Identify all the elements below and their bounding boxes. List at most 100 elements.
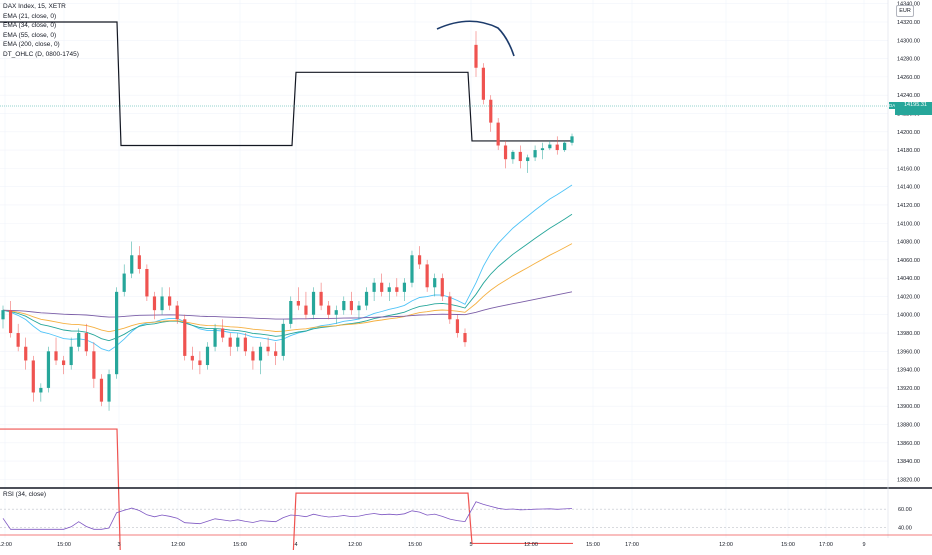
- rsi-line: [2, 501, 573, 530]
- candle: [24, 337, 28, 370]
- candle: [296, 287, 300, 311]
- rsi-tick-label: 60.00: [898, 507, 912, 513]
- candle: [168, 287, 172, 311]
- candle: [533, 145, 537, 162]
- candle: [221, 319, 225, 343]
- candle: [31, 355, 35, 402]
- candle: [152, 291, 157, 320]
- legend-symbol[interactable]: DAX Index, 15, XETR: [3, 3, 66, 10]
- candle: [274, 342, 278, 366]
- candle: [46, 346, 51, 393]
- price-tick-label: 14320.00: [897, 20, 920, 26]
- ema200-line: [2, 291, 573, 320]
- candle: [115, 287, 119, 379]
- price-tick-label: 13900.00: [897, 404, 920, 410]
- candle: [92, 342, 96, 388]
- price-tick-label: 14000.00: [897, 313, 920, 319]
- last-price-value: 14195.31: [904, 102, 927, 108]
- legend-ema34[interactable]: EMA (34, close, 0): [3, 22, 57, 30]
- time-tick-label: 15:00: [233, 542, 247, 548]
- price-tick-label: 14120.00: [897, 203, 920, 209]
- gridlines: [0, 0, 888, 538]
- time-tick-label: 12:00: [0, 542, 12, 548]
- daily-high-line: [0, 21, 573, 147]
- candle: [69, 337, 73, 370]
- legend-ema55[interactable]: EMA (55, close, 0): [3, 31, 57, 39]
- candle: [342, 296, 346, 315]
- rsi-legend[interactable]: RSI (34, close): [3, 491, 46, 498]
- time-tick-label: 15:00: [586, 542, 600, 548]
- legend-ema200[interactable]: EMA (200, close, 0): [3, 41, 60, 49]
- price-tick-label: 14280.00: [897, 57, 920, 63]
- candle: [183, 314, 187, 361]
- candle: [372, 278, 376, 302]
- candle: [198, 351, 202, 375]
- candle: [311, 287, 316, 320]
- price-tick-label: 14340.00: [897, 2, 920, 8]
- candle: [205, 342, 210, 370]
- ema34-line: [2, 213, 573, 342]
- ema21-line: [2, 184, 573, 352]
- time-tick-label: 15:00: [408, 542, 422, 548]
- candle: [518, 145, 522, 169]
- candle: [334, 305, 338, 324]
- price-tick-label: 14020.00: [897, 294, 920, 300]
- price-tick-label: 14100.00: [897, 221, 920, 227]
- candle: [289, 296, 293, 329]
- candle: [455, 314, 460, 338]
- legend-ema21[interactable]: EMA (21, close, 0): [3, 12, 57, 20]
- candle: [327, 301, 331, 320]
- candle: [122, 264, 126, 297]
- price-tick-label: 13920.00: [897, 386, 920, 392]
- candle: [77, 328, 81, 352]
- price-tick-label: 14240.00: [897, 93, 920, 99]
- candle: [228, 333, 232, 356]
- legend-dt-ohlc[interactable]: DT_OHLC (D, 0800-1745): [3, 50, 79, 58]
- candle: [395, 278, 399, 297]
- candle: [8, 301, 13, 338]
- candle: [496, 118, 500, 151]
- drawn-arc-annotation[interactable]: [436, 20, 515, 57]
- candle: [463, 328, 467, 347]
- candle: [474, 31, 478, 77]
- price-tick-label: 13840.00: [897, 459, 920, 465]
- last-price-badge: 14195.31: [895, 102, 932, 115]
- time-tick-label: 12:00: [719, 542, 733, 548]
- candle: [570, 133, 574, 146]
- time-axis[interactable]: 12:00 15:00 3 12:00 15:00 4 12:00 15:00 5 12:00 15…: [0, 542, 866, 548]
- rsi-pane: [0, 501, 888, 530]
- candle: [526, 154, 530, 173]
- candle: [190, 346, 194, 370]
- candle: [99, 374, 104, 407]
- candle: [387, 282, 391, 302]
- time-tick-label: 4: [294, 542, 297, 548]
- candle: [410, 250, 414, 288]
- candle: [425, 259, 429, 292]
- candle: [540, 142, 545, 160]
- daily-ohlc-lines: [0, 21, 573, 555]
- time-tick-label: 15:00: [57, 542, 71, 548]
- candle: [175, 301, 179, 324]
- price-tick-label: 13940.00: [897, 368, 920, 374]
- price-axis[interactable]: 14340.00 14320.00 14300.00 14280.00 14260.00…: [897, 2, 920, 532]
- candle: [213, 323, 217, 352]
- time-tick-label: 17:00: [625, 542, 639, 548]
- time-tick-label: 17:00: [819, 542, 833, 548]
- candle: [380, 273, 384, 297]
- time-tick-label: 5: [469, 542, 472, 548]
- ema55-line: [2, 243, 573, 333]
- candle: [402, 278, 407, 302]
- candle: [357, 301, 361, 320]
- candle: [364, 287, 369, 311]
- price-tick-label: 14180.00: [897, 148, 920, 154]
- candle: [281, 319, 285, 361]
- candle: [1, 305, 5, 329]
- currency-button[interactable]: EUR: [896, 5, 914, 17]
- price-tick-label: 14040.00: [897, 276, 920, 282]
- candle: [481, 63, 485, 105]
- candle: [243, 333, 247, 356]
- symbol-tag: DAX: [889, 102, 899, 109]
- candle: [440, 273, 444, 302]
- time-tick-label: 9: [862, 542, 865, 548]
